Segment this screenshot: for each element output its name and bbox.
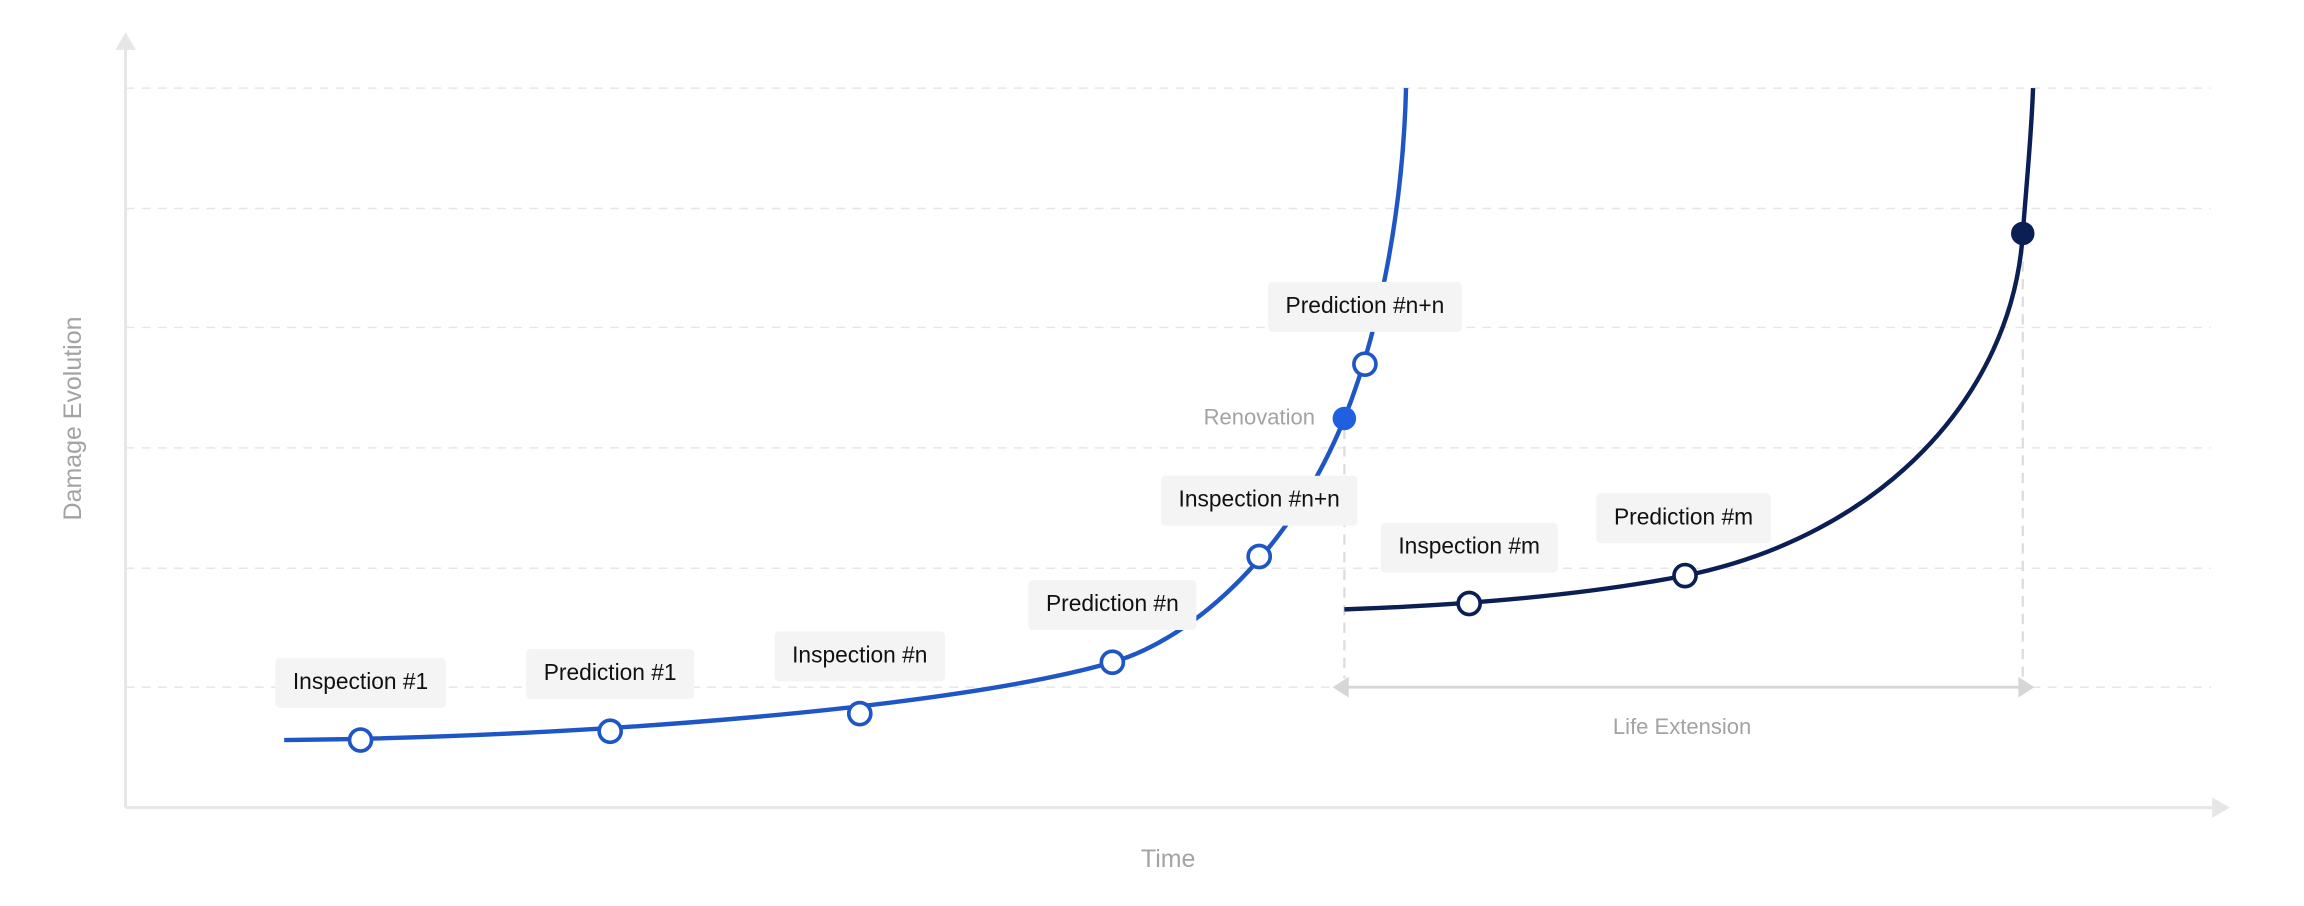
label-background bbox=[1267, 281, 1462, 332]
arrow-head bbox=[1332, 676, 1349, 698]
label-box: Prediction #n+n bbox=[1267, 281, 1462, 332]
axes: Damage Evolution Time bbox=[59, 32, 2230, 873]
grid bbox=[125, 87, 2211, 688]
point-label: Prediction #n bbox=[1046, 590, 1179, 616]
point-label: Inspection #m bbox=[1398, 533, 1540, 559]
marker bbox=[846, 700, 873, 727]
point-label: Inspection #n bbox=[792, 641, 927, 667]
label-background bbox=[774, 631, 946, 682]
label-background bbox=[526, 649, 695, 699]
y-axis-arrow bbox=[115, 32, 136, 50]
point-label: Inspection #1 bbox=[293, 668, 428, 694]
point-label: Prediction #m bbox=[1614, 503, 1753, 529]
label-box: Inspection #m bbox=[1380, 522, 1558, 573]
point-label: Prediction #1 bbox=[544, 659, 677, 685]
marker bbox=[1456, 590, 1483, 617]
labels: Inspection #1 Prediction #1 Inspection #n P… bbox=[275, 281, 1771, 708]
point-label: Inspection #n+n bbox=[1179, 486, 1340, 512]
renovation-marker bbox=[1332, 406, 1357, 431]
marker bbox=[1672, 562, 1698, 589]
label-background bbox=[275, 657, 446, 708]
marker bbox=[1246, 543, 1273, 570]
arrow-head bbox=[2018, 676, 2035, 698]
x-axis-arrow bbox=[2212, 797, 2230, 818]
y-axis-label: Damage Evolution bbox=[59, 317, 87, 521]
renovation-label: Renovation bbox=[1204, 404, 1315, 429]
point-label: Prediction #n+n bbox=[1286, 292, 1445, 318]
label-box: Prediction #n bbox=[1028, 580, 1197, 630]
life-extension-label: Life Extension bbox=[1613, 714, 1751, 739]
failure-marker bbox=[2011, 221, 2035, 246]
label-box: Prediction #m bbox=[1596, 493, 1771, 544]
label-box: Inspection #1 bbox=[275, 657, 446, 708]
markers bbox=[347, 221, 2035, 753]
label-box: Inspection #n+n bbox=[1160, 475, 1358, 526]
label-background bbox=[1596, 493, 1771, 544]
extended-damage-curve bbox=[1344, 88, 2036, 612]
marker bbox=[1352, 351, 1378, 378]
marker bbox=[597, 718, 624, 745]
label-background bbox=[1028, 580, 1197, 630]
label-background bbox=[1160, 475, 1358, 526]
x-axis-label: Time bbox=[1141, 845, 1196, 873]
label-box: Inspection #n bbox=[774, 631, 946, 682]
marker bbox=[347, 727, 374, 753]
label-background bbox=[1380, 522, 1558, 573]
life-extension: Life Extension bbox=[1332, 243, 2035, 739]
label-box: Prediction #1 bbox=[526, 649, 695, 699]
marker bbox=[1099, 649, 1126, 676]
